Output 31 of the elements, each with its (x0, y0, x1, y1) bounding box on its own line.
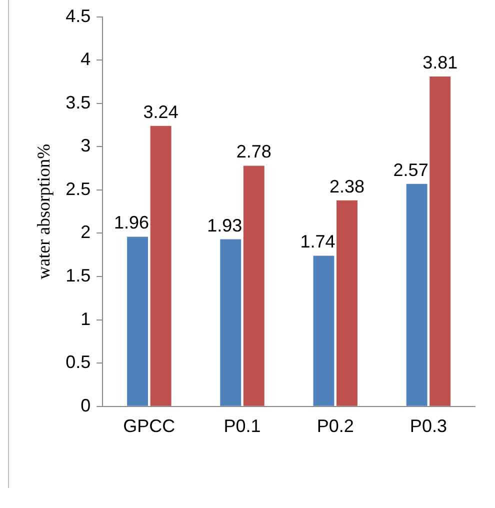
data-label: 1.74 (300, 232, 336, 252)
x-tick-label: P0.1 (224, 416, 261, 436)
bar (150, 126, 172, 406)
data-label: 2.78 (236, 142, 272, 162)
data-label: 1.96 (114, 212, 150, 233)
x-tick-label: GPCC (123, 416, 176, 436)
bar (430, 76, 451, 406)
bar (127, 236, 148, 406)
bar (406, 184, 428, 406)
data-label: 1.93 (207, 215, 242, 236)
y-tick-label: 4.5 (66, 6, 91, 26)
x-tick-label: P0.2 (316, 416, 354, 436)
data-label: 3.81 (422, 52, 458, 73)
bar (313, 256, 334, 406)
bar (220, 239, 242, 406)
y-tick-label: 1.5 (66, 266, 91, 286)
y-tick-label: 3.5 (66, 92, 91, 112)
y-axis-title: water absorption% (34, 144, 54, 280)
bar (243, 166, 264, 406)
data-label: 3.24 (143, 102, 178, 122)
y-tick-label: 1 (80, 308, 91, 329)
y-tick-label: 2.5 (66, 178, 91, 199)
data-label: 2.57 (393, 160, 428, 180)
bar (336, 200, 358, 406)
y-tick-label: 0.5 (66, 352, 91, 372)
x-tick-label: P0.3 (410, 416, 447, 436)
y-tick-label: 4 (80, 49, 91, 70)
y-tick-label: 2 (80, 222, 91, 242)
y-tick-label: 0 (80, 395, 91, 416)
y-tick-label: 3 (80, 136, 91, 156)
data-label: 2.38 (329, 176, 365, 196)
